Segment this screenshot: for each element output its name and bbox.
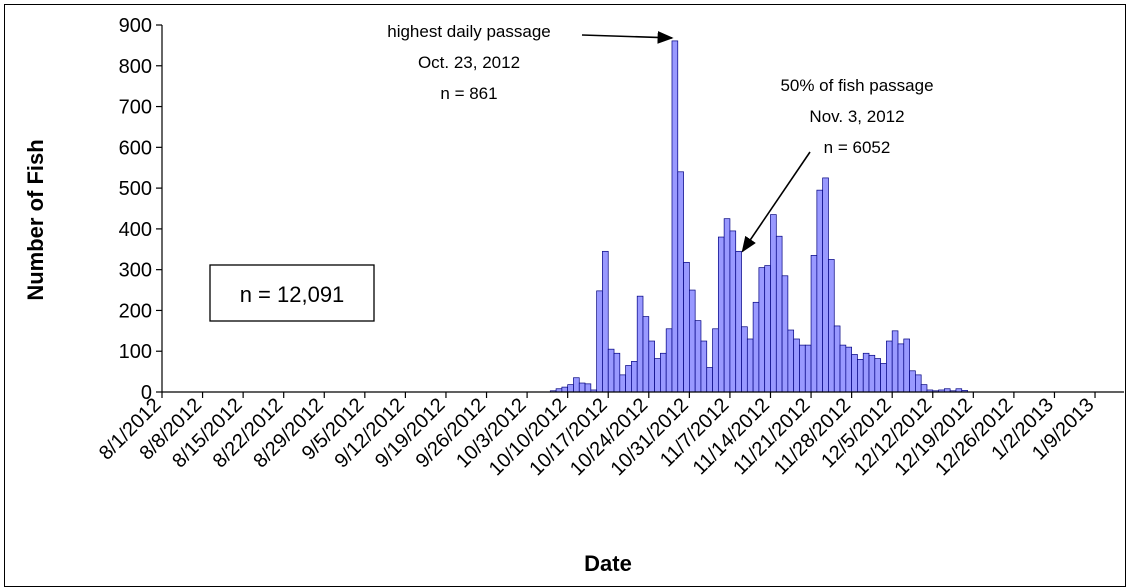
bar [625, 365, 632, 393]
bar [799, 344, 806, 393]
bar [706, 367, 713, 393]
bar [723, 218, 731, 393]
y-tick-label: 600 [119, 137, 152, 159]
bar [717, 236, 725, 393]
bar [596, 290, 603, 393]
bar [897, 343, 905, 393]
bar [689, 289, 696, 393]
annotation-text: highest daily passage [387, 22, 551, 41]
total-count-box: n = 12,091 [209, 264, 375, 322]
bar [839, 344, 847, 393]
bar [909, 370, 916, 393]
x-axis-title: Date [584, 551, 632, 576]
bar [874, 358, 881, 393]
bar [781, 275, 789, 393]
y-tick-label: 900 [119, 15, 152, 37]
annotation-arrow [741, 151, 811, 253]
bar [868, 354, 876, 393]
bar [891, 330, 899, 393]
bar [631, 361, 638, 393]
y-tick-label: 700 [119, 97, 152, 119]
bar [735, 250, 742, 393]
bars-layer [549, 40, 968, 393]
bar [746, 338, 754, 393]
y-tick-label: 800 [119, 56, 152, 78]
bar [787, 329, 795, 393]
annotation-text: Oct. 23, 2012 [418, 53, 520, 72]
bar [677, 171, 684, 393]
bar [573, 377, 580, 393]
bar [619, 374, 626, 393]
annotation-text: n = 861 [440, 84, 497, 103]
bar [793, 338, 800, 393]
bar [804, 344, 812, 393]
bar [694, 320, 702, 393]
bar [775, 235, 783, 393]
y-axis-title: Number of Fish [23, 139, 48, 300]
annotation-text: Nov. 3, 2012 [809, 107, 904, 126]
bar [712, 328, 719, 393]
y-tick-label: 100 [119, 341, 152, 363]
bar [752, 301, 760, 393]
x-axis: 8/1/20128/8/20128/15/20128/22/20128/29/2… [95, 391, 1124, 480]
y-tick-label: 500 [119, 178, 152, 200]
bar [729, 230, 737, 393]
y-tick-label: 400 [119, 219, 152, 241]
bar [880, 363, 887, 393]
bar [665, 328, 673, 393]
bar [816, 189, 824, 393]
bar [578, 382, 586, 393]
bar [654, 358, 661, 393]
annotation-arrow [581, 31, 674, 44]
bar [561, 386, 569, 393]
bar [828, 259, 835, 393]
bar [607, 348, 615, 393]
bar [862, 352, 870, 393]
annotation-text: 50% of fish passage [780, 76, 933, 95]
bar [636, 295, 644, 393]
bar [764, 265, 771, 393]
bar [671, 40, 679, 393]
total-count-text: n = 12,091 [240, 282, 345, 307]
bar [845, 346, 852, 393]
bar [613, 352, 621, 393]
bar [886, 340, 893, 393]
bar [700, 340, 708, 393]
bar [648, 340, 655, 393]
bar [822, 177, 829, 393]
bar [903, 338, 910, 393]
bar [810, 255, 818, 393]
bar [758, 267, 766, 393]
y-tick-label: 200 [119, 300, 152, 322]
annotation-text: n = 6052 [824, 138, 891, 157]
bar [584, 383, 592, 393]
annotations-layer: highest daily passage Oct. 23, 2012 n = 86… [387, 22, 934, 253]
bar [920, 384, 928, 393]
bar [770, 214, 777, 393]
bar [567, 384, 574, 393]
bar [851, 354, 858, 393]
bar [602, 250, 609, 393]
bar [833, 325, 841, 393]
y-tick-label: 300 [119, 260, 152, 282]
bar [857, 359, 864, 393]
y-tick-label: 0 [141, 382, 152, 404]
bar [741, 326, 748, 393]
y-axis: 0 100 200 300 400 500 600 700 800 900 [119, 15, 163, 404]
bar [683, 261, 690, 393]
bar [642, 316, 650, 393]
bar [660, 352, 667, 393]
bar [915, 374, 922, 393]
